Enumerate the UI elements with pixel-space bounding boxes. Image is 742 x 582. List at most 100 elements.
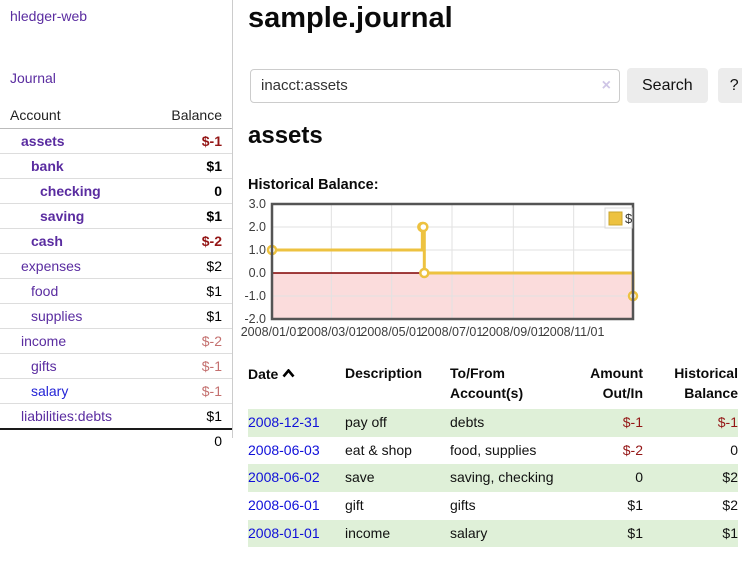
sidebar-account-gifts[interactable]: gifts — [31, 358, 57, 374]
register-description: eat & shop — [345, 441, 412, 458]
x-axis-tick-label: 2008/11/01 — [543, 325, 605, 339]
data-point-marker[interactable] — [419, 267, 430, 279]
accounts-tree: Account Balance assets $-1 bank $1 checking 0… — [0, 103, 232, 452]
register-row: 2008-12-31 pay off debts $-1 $-1 — [248, 409, 738, 437]
column-header-amount[interactable]: Amount Out/In — [590, 365, 643, 401]
account-balance: $-1 — [201, 133, 222, 149]
account-balance: 0 — [214, 183, 222, 199]
balance-chart: $3.0 2.0 1.0 0.0 -1.0 -2.0 2008/01/01 2008/03/0… — [241, 197, 688, 352]
account-balance: $1 — [206, 283, 222, 299]
account-row: bank $1 — [0, 154, 232, 179]
register-description: income — [345, 524, 391, 541]
sidebar-account-checking[interactable]: checking — [40, 183, 101, 199]
account-row: gifts $-1 — [0, 354, 232, 379]
register-description: gift — [345, 496, 364, 513]
main-content: sample.journal × Search ? assets Histori… — [241, 0, 742, 582]
register-date-link[interactable]: 2008-06-03 — [248, 441, 320, 458]
sidebar-account-bank[interactable]: bank — [31, 158, 64, 174]
column-header-balance[interactable]: Historical Balance — [674, 365, 738, 401]
account-row: income $-2 — [0, 329, 232, 354]
account-balance: $-1 — [201, 358, 222, 374]
search-button[interactable]: Search — [627, 68, 708, 103]
column-header-date[interactable]: Date — [248, 362, 345, 409]
sidebar-account-saving[interactable]: saving — [40, 208, 85, 224]
register-date-link[interactable]: 2008-06-01 — [248, 496, 320, 513]
clear-search-icon[interactable]: × — [601, 76, 611, 94]
register-row: 2008-06-02 save saving, checking 0 $2 — [248, 464, 738, 492]
account-balance: $1 — [206, 308, 222, 324]
register-description: save — [345, 469, 375, 486]
chevron-up-icon — [282, 364, 295, 384]
y-axis-tick-label: 1.0 — [249, 243, 266, 257]
register-table: Date Description To/From Account(s) Amou… — [248, 362, 738, 548]
data-point-marker[interactable] — [418, 221, 429, 233]
register-balance: $1 — [722, 524, 738, 541]
register-amount: 0 — [635, 469, 643, 486]
sidebar-account-cash[interactable]: cash — [31, 233, 63, 249]
x-axis-tick-label: 2008/01/01 — [241, 325, 304, 339]
account-row: expenses $2 — [0, 254, 232, 279]
register-balance: 0 — [730, 441, 738, 458]
sidebar-account-liabilities-debts[interactable]: liabilities:debts — [21, 408, 113, 424]
account-balance: $2 — [206, 258, 222, 274]
account-row: assets $-1 — [0, 129, 232, 154]
account-row: checking 0 — [0, 179, 232, 204]
column-header-account[interactable]: To/From Account(s) — [450, 365, 524, 401]
accounts-column-header: Account — [10, 107, 61, 123]
register-amount: $1 — [627, 524, 643, 541]
page-title: sample.journal — [248, 2, 453, 34]
register-accounts: gifts — [450, 496, 476, 513]
x-axis-tick-label: 2008/05/01 — [360, 325, 423, 339]
account-balance: $-2 — [201, 233, 222, 249]
sidebar-account-food[interactable]: food — [31, 283, 59, 299]
account-row: cash $-2 — [0, 229, 232, 254]
legend-swatch — [608, 211, 623, 226]
register-date-link[interactable]: 2008-01-01 — [248, 524, 320, 541]
register-date-link[interactable]: 2008-06-02 — [248, 469, 320, 486]
search-form: × Search ? — [250, 68, 742, 103]
register-accounts: food, supplies — [450, 441, 537, 458]
sidebar-account-salary[interactable]: salary — [31, 383, 69, 399]
sidebar-account-assets[interactable]: assets — [21, 133, 65, 149]
sidebar: hledger-web Journal Account Balance asse… — [0, 0, 233, 449]
y-axis-tick-label: 3.0 — [249, 197, 266, 211]
register-row: 2008-06-03 eat & shop food, supplies $-2 0 — [248, 437, 738, 465]
register-balance: $2 — [722, 469, 738, 486]
accounts-total-row: 0 — [0, 428, 232, 452]
help-button[interactable]: ? — [717, 68, 742, 103]
search-input[interactable] — [250, 68, 620, 103]
legend-label: $ — [625, 211, 633, 226]
accounts-tree-header: Account Balance — [0, 103, 232, 129]
x-axis-tick-label: 2008/03/01 — [300, 325, 363, 339]
register-accounts: saving, checking — [450, 469, 554, 486]
account-balance: $-2 — [201, 333, 222, 349]
sidebar-account-expenses[interactable]: expenses — [21, 258, 81, 274]
register-description: pay off — [345, 414, 387, 431]
x-axis-tick-label: 2008/07/01 — [421, 325, 484, 339]
register-amount: $-2 — [622, 441, 643, 458]
sidebar-item-journal[interactable]: Journal — [10, 70, 56, 86]
account-row: liabilities:debts $1 — [0, 404, 232, 429]
register-row: 2008-06-01 gift gifts $1 $2 — [248, 492, 738, 520]
register-date-link[interactable]: 2008-12-31 — [248, 414, 320, 431]
register-accounts: debts — [450, 414, 485, 431]
account-balance: $1 — [206, 158, 222, 174]
register-balance: $2 — [722, 496, 738, 513]
account-balance: $1 — [206, 208, 222, 224]
balance-column-header: Balance — [171, 107, 222, 123]
account-balance: $1 — [206, 408, 222, 424]
plot-border — [270, 202, 635, 321]
register-amount: $1 — [627, 496, 643, 513]
account-heading: assets — [248, 122, 323, 149]
app-brand-link[interactable]: hledger-web — [10, 8, 88, 24]
account-row: food $1 — [0, 279, 232, 304]
register-balance: $-1 — [717, 414, 738, 431]
column-header-description[interactable]: Description — [345, 365, 423, 381]
sidebar-account-income[interactable]: income — [21, 333, 67, 349]
chart-canvas: $3.0 2.0 1.0 0.0 -1.0 -2.02008/01/012008/03/0… — [241, 197, 639, 339]
accounts-total-balance: 0 — [214, 433, 222, 449]
account-balance: $-1 — [201, 383, 222, 399]
sidebar-account-supplies[interactable]: supplies — [31, 308, 83, 324]
y-axis-tick-label: 0.0 — [249, 266, 266, 280]
y-axis-tick-label: -1.0 — [244, 289, 266, 303]
